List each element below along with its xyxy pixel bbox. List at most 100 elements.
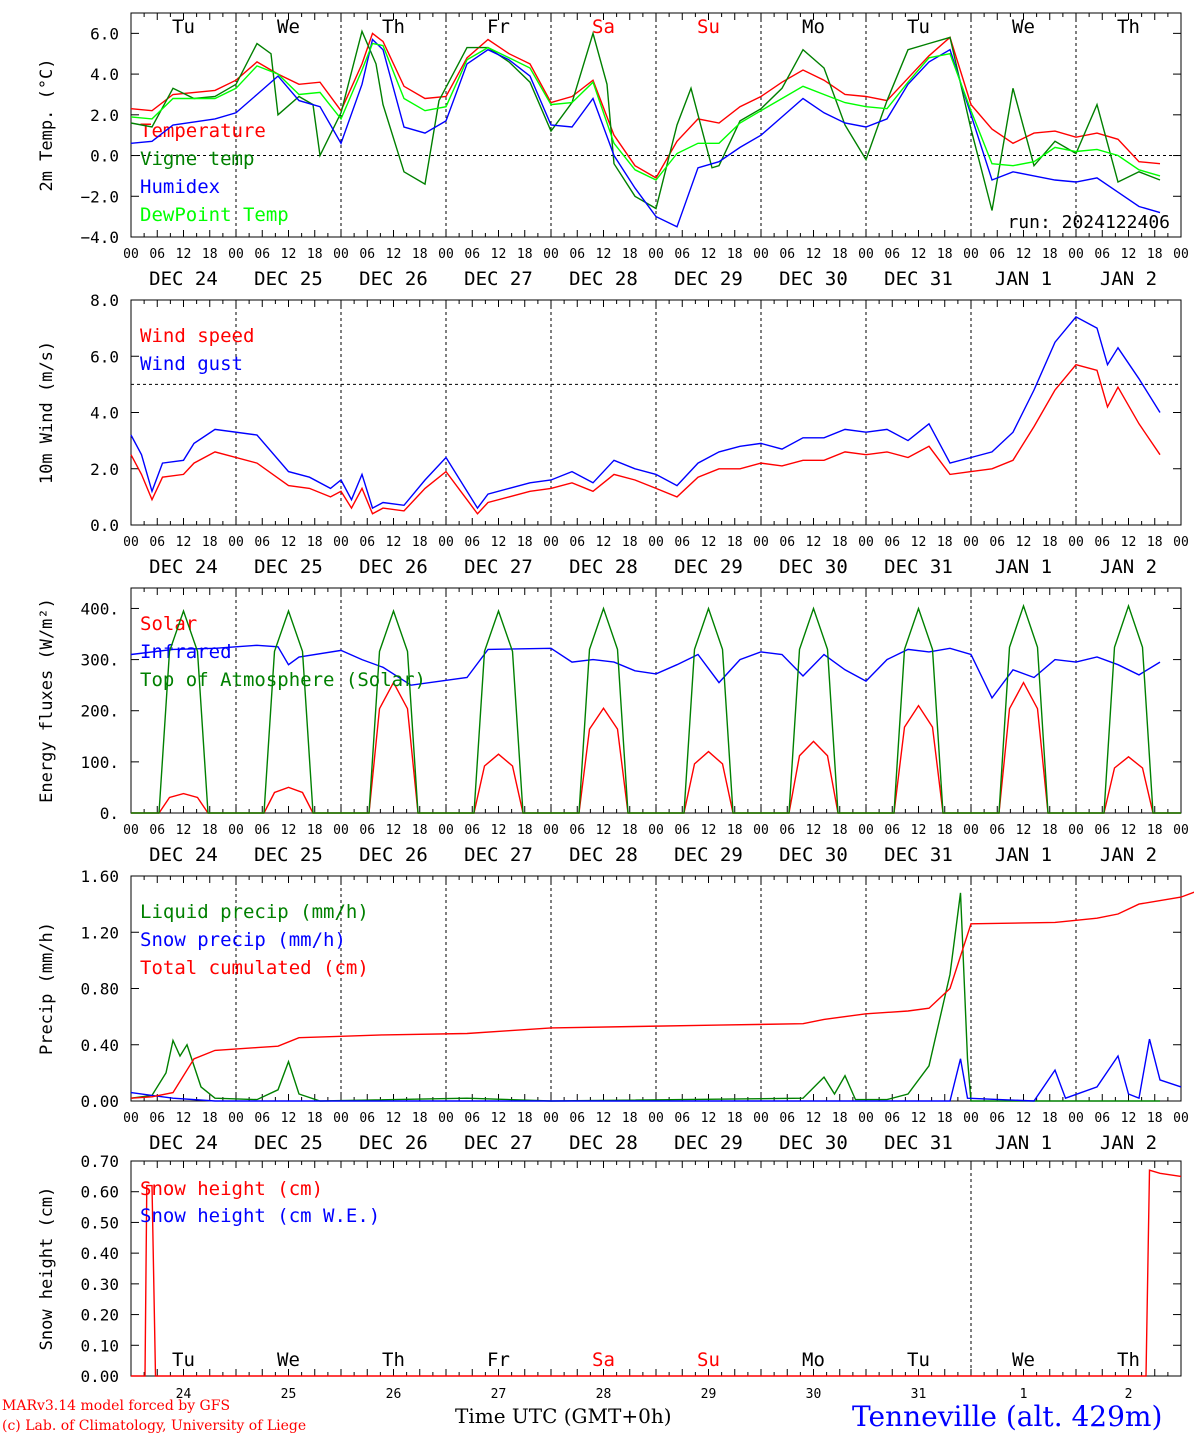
hour-tick-label: 12	[596, 823, 612, 838]
y-tick-label: 0.20	[80, 1306, 119, 1325]
total-cumulated-legend: Total cumulated (cm)	[140, 957, 369, 979]
y-tick-label: −2.0	[80, 187, 119, 206]
hour-tick-label: 18	[307, 247, 323, 262]
hour-tick-label: 18	[1042, 823, 1058, 838]
hour-tick-label: 00	[963, 535, 979, 550]
hour-tick-label: 06	[464, 823, 480, 838]
wind-speed-legend: Wind speed	[140, 325, 254, 347]
date-label: DEC 26	[359, 268, 428, 290]
weekday-label: We	[1012, 16, 1035, 38]
weekday-label: Th	[382, 16, 405, 38]
weekday-label: Mo	[802, 1349, 825, 1371]
hour-tick-label: 06	[359, 535, 375, 550]
hour-tick-label: 00	[753, 823, 769, 838]
hour-tick-label: 18	[937, 1111, 953, 1126]
hour-tick-label: 12	[281, 247, 297, 262]
snow-height-legend: Snow height (cm)	[140, 1178, 323, 1200]
y-tick-label: 2.0	[90, 106, 119, 125]
hour-tick-label: 06	[254, 247, 270, 262]
series-line-vigne-temp	[130, 29, 1161, 211]
y-axis-label: 10m Wind (m/s)	[37, 341, 57, 484]
hour-tick-label: 00	[228, 247, 244, 262]
hour-tick-label: 00	[858, 823, 874, 838]
hour-tick-label: 00	[1068, 535, 1084, 550]
hour-tick-label: 00	[123, 823, 139, 838]
hour-tick-label: 12	[806, 1111, 822, 1126]
vigne-temp-legend: Vigne temp	[140, 148, 254, 170]
date-label: DEC 25	[254, 556, 323, 578]
hour-tick-label: 18	[622, 535, 638, 550]
hour-tick-label: 06	[149, 247, 165, 262]
hour-tick-label: 00	[963, 247, 979, 262]
date-label: JAN 1	[995, 1132, 1052, 1154]
hour-tick-label: 12	[1121, 1111, 1137, 1126]
hour-tick-label: 06	[254, 535, 270, 550]
humidex-legend: Humidex	[140, 176, 220, 198]
hour-tick-label: 06	[464, 247, 480, 262]
hour-tick-label: 12	[281, 823, 297, 838]
hour-tick-label: 06	[884, 535, 900, 550]
series-line-snow-precip-mm-h-	[130, 1038, 1182, 1102]
date-label: DEC 30	[779, 556, 848, 578]
hour-tick-label: 00	[1173, 535, 1189, 550]
hour-tick-label: 12	[1016, 247, 1032, 262]
y-tick-label: 100.	[80, 753, 119, 772]
hour-tick-label: 00	[1173, 823, 1189, 838]
hour-tick-label: 12	[1016, 823, 1032, 838]
hour-tick-label: 18	[1042, 1111, 1058, 1126]
hour-tick-label: 00	[648, 535, 664, 550]
hour-tick-label: 12	[701, 823, 717, 838]
hour-tick-label: 18	[622, 823, 638, 838]
y-tick-label: 0.30	[80, 1275, 119, 1294]
hour-tick-label: 18	[1042, 535, 1058, 550]
hour-tick-label: 18	[937, 247, 953, 262]
date-label: DEC 27	[464, 556, 533, 578]
hour-tick-label: 18	[727, 535, 743, 550]
hour-tick-label: 12	[806, 535, 822, 550]
y-tick-label: 0.60	[80, 1183, 119, 1202]
date-label: DEC 29	[674, 1132, 743, 1154]
hour-tick-label: 18	[202, 823, 218, 838]
plot-frame-2	[130, 587, 1182, 814]
hour-tick-label: 18	[1147, 247, 1163, 262]
hour-tick-label: 06	[149, 1111, 165, 1126]
hour-tick-label: 18	[832, 535, 848, 550]
y-axis-label: 2m Temp. (°C)	[37, 58, 57, 191]
hour-tick-label: 12	[806, 823, 822, 838]
wind-gust-legend: Wind gust	[140, 353, 243, 375]
hour-tick-label: 00	[438, 535, 454, 550]
hour-tick-label: 00	[858, 1111, 874, 1126]
hour-tick-label: 12	[1016, 535, 1032, 550]
hour-tick-label: 12	[1121, 247, 1137, 262]
hour-tick-label: 06	[779, 1111, 795, 1126]
hour-tick-label: 00	[543, 535, 559, 550]
hour-tick-label: 12	[701, 1111, 717, 1126]
weekday-label: Su	[697, 1349, 720, 1371]
hour-tick-label: 18	[307, 535, 323, 550]
hour-tick-label: 12	[491, 535, 507, 550]
hour-tick-label: 12	[176, 1111, 192, 1126]
hour-tick-label: 12	[701, 535, 717, 550]
hour-tick-label: 12	[911, 823, 927, 838]
hour-tick-label: 18	[727, 823, 743, 838]
hour-tick-label: 00	[648, 823, 664, 838]
hour-tick-label: 00	[963, 1111, 979, 1126]
weekday-label: Sa	[592, 16, 615, 38]
hour-tick-label: 06	[149, 823, 165, 838]
hour-tick-label: 00	[1173, 1111, 1189, 1126]
hour-tick-label: 12	[1121, 535, 1137, 550]
series-line-humidex	[130, 38, 1161, 228]
date-label: DEC 31	[884, 268, 953, 290]
lab-credit: (c) Lab. of Climatology, University of L…	[2, 1418, 307, 1434]
hour-tick-label: 00	[228, 535, 244, 550]
y-tick-label: 1.20	[80, 923, 119, 942]
y-tick-label: 0.70	[80, 1152, 119, 1171]
hour-tick-label: 12	[491, 247, 507, 262]
date-label: DEC 31	[884, 844, 953, 866]
date-label: JAN 1	[995, 268, 1052, 290]
hour-tick-label: 00	[333, 247, 349, 262]
date-label: DEC 24	[149, 1132, 218, 1154]
hour-tick-label: 18	[307, 823, 323, 838]
hour-tick-label: 18	[412, 823, 428, 838]
